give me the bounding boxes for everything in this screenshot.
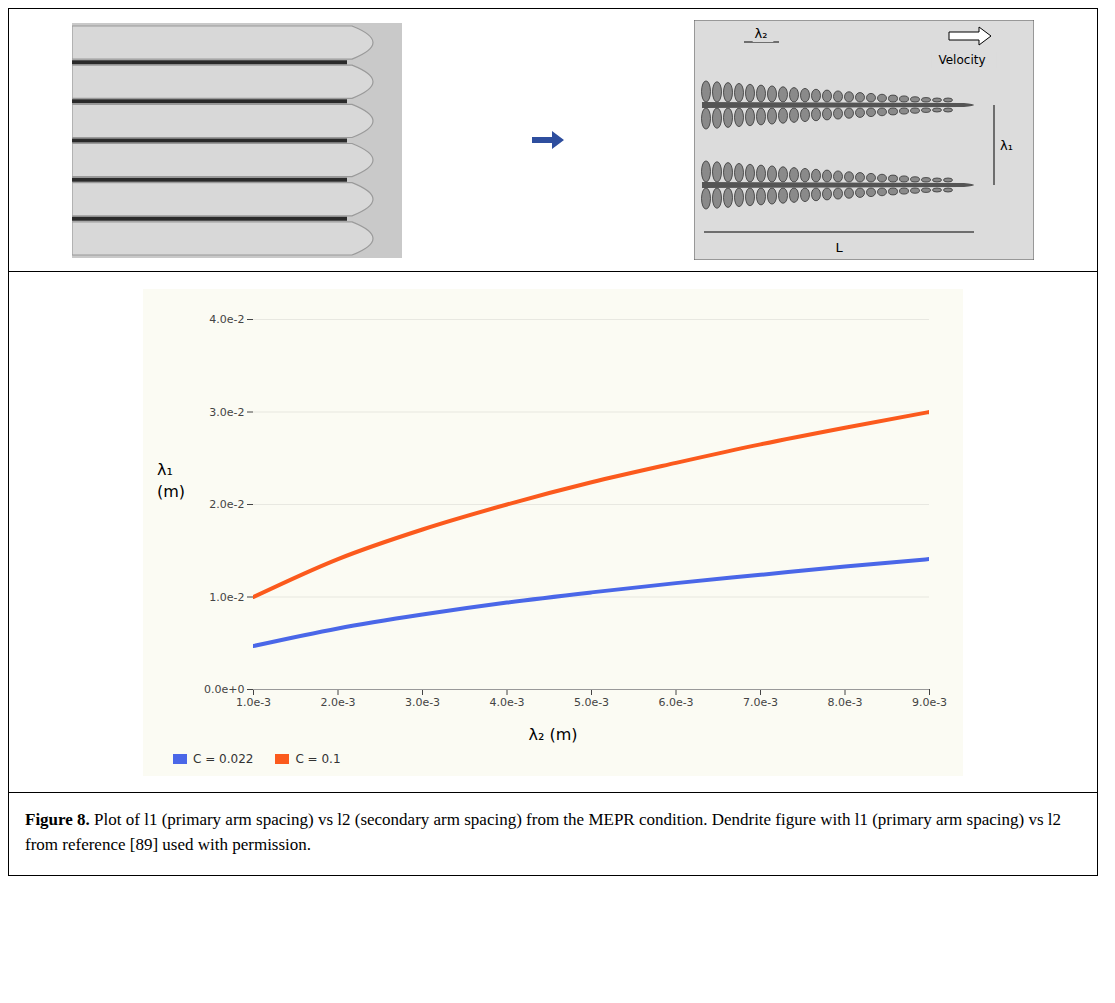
svg-text:λ₁: λ₁ [1000, 138, 1013, 153]
svg-text:2.0e-2: 2.0e-2 [209, 498, 244, 511]
svg-text:Velocity: Velocity [938, 53, 985, 67]
html-text:λ₁ (m): λ₁ (m) [157, 459, 186, 501]
html-text:C = 0.1: C = 0.1 [295, 751, 341, 766]
svg-text:8.0e-3: 8.0e-3 [827, 696, 862, 709]
html-text:Figure 8. Plot of l1 (primary: Figure 8. Plot of l1 (primary arm spacin… [25, 810, 1061, 854]
html-text:C = 0.022: C = 0.022 [193, 751, 254, 766]
svg-text:4.0e-2: 4.0e-2 [209, 313, 244, 326]
svg-text:1.0e-3: 1.0e-3 [236, 696, 271, 709]
svg-text:9.0e-3: 9.0e-3 [912, 696, 947, 709]
svg-text:4.0e-3: 4.0e-3 [489, 696, 524, 709]
svg-text:L: L [835, 240, 843, 255]
svg-text:λ₂: λ₂ [755, 26, 768, 41]
svg-text:7.0e-3: 7.0e-3 [743, 696, 778, 709]
svg-text:3.0e-2: 3.0e-2 [209, 405, 244, 418]
svg-text:0.0e+0: 0.0e+0 [204, 683, 244, 696]
svg-text:1.0e-2: 1.0e-2 [209, 590, 244, 603]
html-text:λ₂ (m): λ₂ (m) [528, 724, 578, 744]
svg-text:3.0e-3: 3.0e-3 [405, 696, 440, 709]
svg-text:6.0e-3: 6.0e-3 [658, 696, 693, 709]
svg-text:2.0e-3: 2.0e-3 [320, 696, 355, 709]
svg-text:5.0e-3: 5.0e-3 [574, 696, 609, 709]
